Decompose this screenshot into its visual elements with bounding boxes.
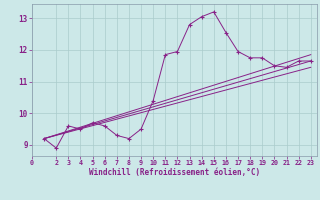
X-axis label: Windchill (Refroidissement éolien,°C): Windchill (Refroidissement éolien,°C)	[89, 168, 260, 177]
